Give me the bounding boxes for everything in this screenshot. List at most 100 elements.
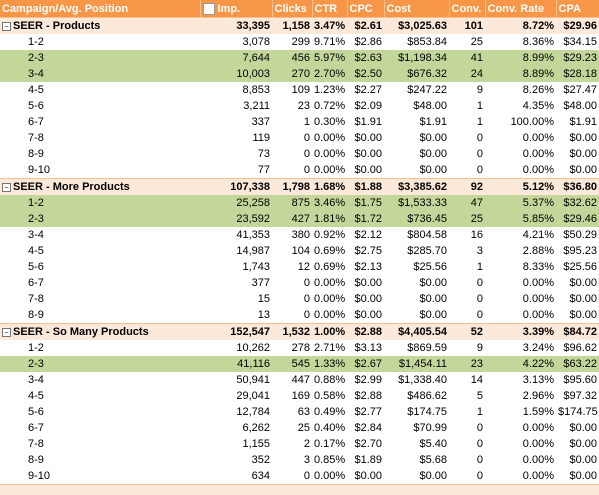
cell: 0 (476, 422, 483, 434)
column-header-text: CPA (558, 2, 581, 15)
cell: 427 (272, 211, 312, 227)
column-header[interactable]: Imp. (200, 0, 273, 18)
cell: 5.85% (485, 211, 556, 227)
cell: $2.63 (347, 50, 384, 66)
cell: $97.32 (563, 390, 597, 402)
collapse-button[interactable]: − (2, 182, 11, 192)
cell: $25.56 (413, 261, 447, 273)
cell: 545 (272, 356, 312, 372)
group-total: 3.39% (485, 323, 556, 340)
cell: 0 (476, 293, 483, 305)
cell: $174.75 (407, 406, 447, 418)
group-total: $84.72 (556, 323, 599, 340)
cell: 0.00% (522, 164, 554, 176)
cell: $1,198.34 (384, 50, 449, 66)
cell: 73 (257, 148, 270, 160)
cell: 0.00% (314, 164, 346, 176)
cell: 875 (272, 195, 312, 211)
cell: $2.50 (347, 66, 384, 82)
cell: 5.37% (485, 195, 556, 211)
cell: 7,644 (200, 50, 272, 66)
cell: 0 (303, 277, 310, 289)
cell: 337 (251, 116, 270, 128)
cell: $1.75 (347, 195, 384, 211)
cell: $96.62 (563, 342, 597, 354)
cell: 0.00% (522, 470, 554, 482)
data-row: 6-7 377 0 0.00% $0.00 $0.00 0 0.00% $0.00 (0, 275, 599, 291)
row-label: 1-2 (0, 195, 200, 211)
cell: 3.46% (312, 195, 347, 211)
cell: 0 (476, 470, 483, 482)
cell: 5 (476, 390, 483, 402)
row-label: 6-7 (28, 422, 44, 434)
data-row: 8-9 73 0 0.00% $0.00 $0.00 0 0.00% $0.00 (0, 146, 599, 162)
row-label: 8-9 (28, 148, 44, 160)
cell: 8.89% (485, 66, 556, 82)
cell: 9 (476, 342, 483, 354)
cell: 0 (476, 438, 483, 450)
data-row: 1-2 3,078 299 9.71% $2.86 $853.84 25 8.36% $34.1… (0, 34, 599, 50)
cell: 3 (476, 245, 483, 257)
column-header: Cost (384, 0, 450, 18)
group-total: 1.00% (312, 323, 347, 340)
cell: $1.91 (419, 116, 447, 128)
cell: 447 (291, 374, 310, 386)
data-row: 9-10 634 0 0.00% $0.00 $0.00 0 0.00% $0.00 (0, 468, 599, 484)
group-total: $3,385.62 (384, 178, 449, 195)
cell: 1.23% (314, 84, 346, 96)
data-row: 3-4 50,941 447 0.88% $2.99 $1,338.40 14 3.13% $9… (0, 372, 599, 388)
column-header: Conv. (449, 0, 486, 18)
column-header-text: Conv. Rate (487, 2, 545, 15)
cell: 299 (291, 36, 310, 48)
cell: $853.84 (407, 36, 447, 48)
group-total: 52 (449, 323, 485, 340)
cell: 23 (297, 100, 310, 112)
cell: $247.22 (407, 84, 447, 96)
cell: 2.71% (314, 342, 346, 354)
cell: 0 (303, 470, 310, 482)
cell: 3 (303, 454, 310, 466)
data-row: 7-8 1,155 2 0.17% $2.70 $5.40 0 0.00% $0.00 (0, 436, 599, 452)
cell: 10,262 (236, 342, 270, 354)
cell: $2.12 (354, 229, 382, 241)
cell: 0.00% (522, 148, 554, 160)
collapse-button[interactable]: − (2, 21, 11, 31)
cell: 41,353 (236, 229, 270, 241)
data-row: 5-6 1,743 12 0.69% $2.13 $25.56 1 8.33% $25.56 (0, 259, 599, 275)
filter-button[interactable] (202, 2, 215, 15)
cell: 0 (303, 309, 310, 321)
group-row: − SEER - Products 33,395 1,158 3.47% $2.61 $3,… (0, 17, 599, 34)
cell: $63.22 (556, 356, 599, 372)
cell: $50.29 (563, 229, 597, 241)
cell: 2 (303, 438, 310, 450)
cell: 25 (470, 36, 483, 48)
group-total: 8.72% (485, 17, 556, 34)
cell: 0.00% (314, 148, 346, 160)
cell: $1,533.33 (384, 195, 449, 211)
cell: 0 (476, 309, 483, 321)
cell: 25 (449, 211, 485, 227)
cell: 14,987 (236, 245, 270, 257)
row-label: 1-2 (28, 342, 44, 354)
data-row: 1-2 10,262 278 2.71% $3.13 $869.59 9 3.24% $96.6… (0, 340, 599, 356)
cell: 456 (272, 50, 312, 66)
cell: $0.00 (569, 132, 597, 144)
group-total: 1,158 (272, 17, 312, 34)
column-header: CPA (556, 0, 599, 18)
cell: 8.36% (522, 36, 554, 48)
cell: 25,258 (200, 195, 272, 211)
row-label: 8-9 (28, 454, 44, 466)
header-row: Campaign/Avg. Position Imp. Clicks CTR CPC Co… (0, 0, 599, 18)
row-label: 7-8 (28, 132, 44, 144)
cell: 119 (252, 132, 270, 144)
cell: 1,743 (242, 261, 270, 273)
cell: $29.23 (556, 50, 599, 66)
cell: 100.00% (510, 116, 554, 128)
cell: $0.00 (569, 422, 597, 434)
cell: $32.62 (556, 195, 599, 211)
cell: $174.75 (558, 406, 598, 418)
data-row: 1-2 25,258 875 3.46% $1.75 $1,533.33 47 5.37% $3… (0, 195, 599, 211)
collapse-button[interactable]: − (2, 327, 11, 337)
cell: $28.18 (556, 66, 599, 82)
cell: 0 (476, 164, 483, 176)
